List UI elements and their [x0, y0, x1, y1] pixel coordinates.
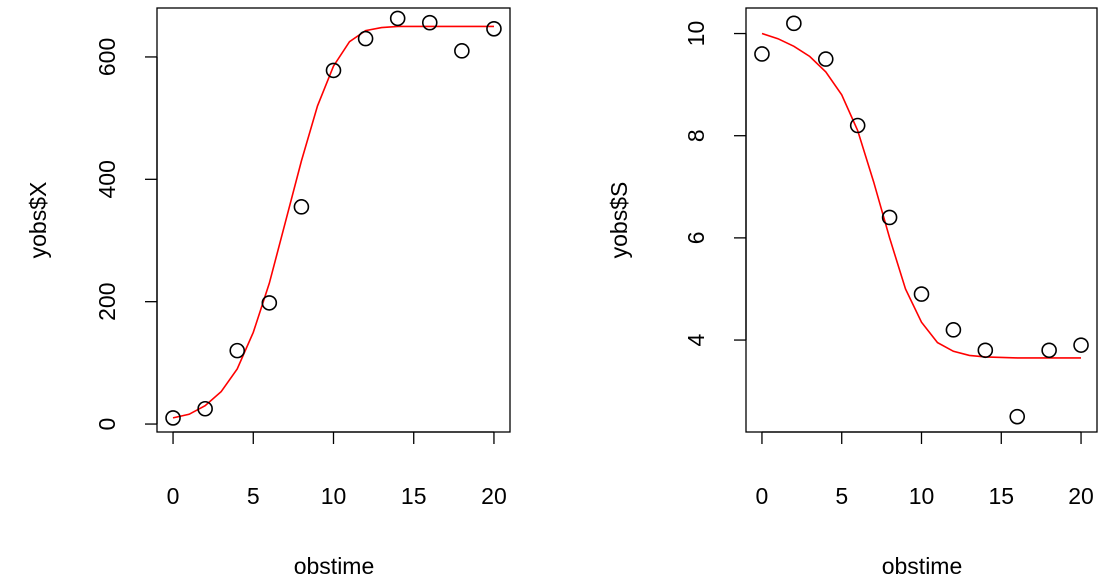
chart-panel-right: obstime yobs$S 0 5 10 15 20 4 6 8 10 — [606, 7, 1098, 579]
data-point — [486, 21, 502, 37]
y-tick-label: 4 — [683, 333, 709, 346]
y-tick-label: 6 — [683, 231, 709, 244]
x-tick-label: 15 — [988, 483, 1014, 509]
data-point — [945, 322, 962, 338]
x-tick-label: 0 — [167, 483, 180, 509]
x-tick-label: 5 — [835, 483, 848, 509]
data-point — [389, 10, 406, 27]
y-tick-label: 400 — [94, 160, 120, 198]
y-axis-title: yobs$X — [25, 182, 51, 259]
data-point — [454, 43, 470, 59]
y-tick-label: 10 — [683, 21, 709, 47]
data-point — [817, 51, 834, 67]
plot-frame — [156, 7, 511, 433]
y-axis-title: yobs$S — [606, 182, 632, 259]
data-point — [1073, 337, 1089, 353]
data-point — [261, 295, 278, 311]
x-tick-label: 20 — [1068, 483, 1094, 509]
x-tick-label: 15 — [401, 483, 427, 509]
x-tick-label: 20 — [481, 483, 507, 509]
x-tick-label: 10 — [321, 483, 347, 509]
y-tick-label: 8 — [683, 129, 709, 142]
data-point — [849, 117, 866, 134]
data-point — [881, 209, 898, 226]
x-axis-title: obstime — [882, 553, 963, 579]
data-point — [913, 286, 930, 302]
data-point — [357, 30, 374, 47]
plot-frame — [745, 7, 1098, 433]
data-point — [754, 46, 770, 62]
data-point — [1041, 342, 1057, 359]
data-point — [325, 62, 342, 79]
x-tick-label: 10 — [909, 483, 935, 509]
data-point — [977, 342, 994, 359]
y-tick-label: 0 — [94, 418, 120, 431]
y-tick-label: 600 — [94, 38, 120, 76]
y-tick-label: 200 — [94, 282, 120, 320]
x-tick-label: 5 — [247, 483, 260, 509]
data-point — [165, 410, 181, 426]
data-point — [229, 342, 246, 359]
data-point — [293, 199, 310, 215]
data-point — [421, 14, 438, 31]
data-point — [1009, 408, 1026, 425]
data-point — [197, 400, 213, 417]
x-tick-label: 0 — [756, 483, 769, 509]
fitted-curve — [172, 25, 494, 419]
data-point — [786, 15, 802, 32]
fitted-curve — [761, 32, 1081, 359]
x-axis-title: obstime — [294, 553, 375, 579]
